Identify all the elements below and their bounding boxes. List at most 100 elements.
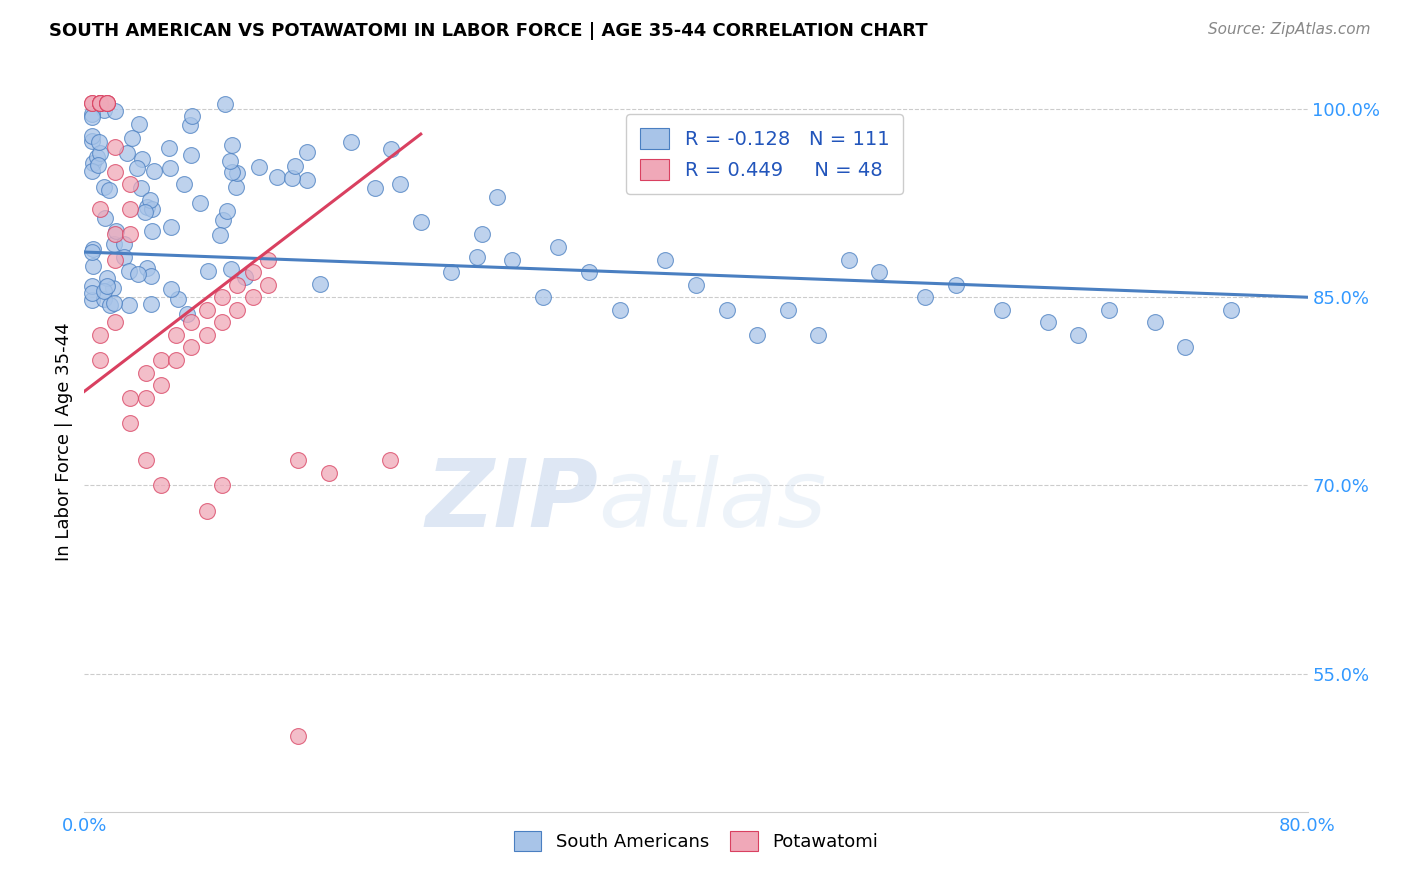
Point bbox=[120, 391, 142, 405]
Point bbox=[80, 110, 103, 124]
Point bbox=[104, 139, 127, 153]
Point bbox=[139, 297, 162, 311]
Point bbox=[129, 180, 152, 194]
Text: atlas: atlas bbox=[598, 455, 827, 546]
Point bbox=[143, 163, 166, 178]
Point bbox=[135, 391, 157, 405]
Point bbox=[104, 252, 127, 267]
Point bbox=[80, 279, 103, 293]
Point bbox=[219, 261, 242, 276]
Point bbox=[159, 161, 181, 175]
Point bbox=[93, 103, 115, 118]
Point bbox=[89, 95, 111, 110]
Point bbox=[531, 290, 554, 304]
Point bbox=[308, 277, 330, 291]
Point bbox=[134, 205, 156, 219]
Point bbox=[80, 95, 103, 110]
Point bbox=[188, 195, 211, 210]
Point bbox=[195, 503, 218, 517]
Point bbox=[89, 327, 111, 342]
Point bbox=[89, 95, 111, 110]
Point bbox=[121, 130, 143, 145]
Point bbox=[176, 307, 198, 321]
Point bbox=[149, 378, 172, 392]
Point bbox=[195, 302, 218, 317]
Point bbox=[98, 298, 121, 312]
Point bbox=[86, 150, 108, 164]
Point bbox=[89, 202, 111, 217]
Point bbox=[115, 146, 138, 161]
Point bbox=[295, 173, 318, 187]
Point bbox=[93, 292, 115, 306]
Point bbox=[471, 227, 494, 242]
Point bbox=[440, 265, 463, 279]
Point bbox=[89, 145, 111, 160]
Point bbox=[242, 265, 264, 279]
Point bbox=[578, 265, 600, 279]
Point bbox=[89, 353, 111, 368]
Point bbox=[212, 213, 235, 227]
Point bbox=[180, 148, 202, 162]
Point bbox=[112, 237, 135, 252]
Point bbox=[257, 277, 280, 292]
Point bbox=[127, 267, 149, 281]
Point bbox=[363, 181, 385, 195]
Point bbox=[89, 95, 111, 110]
Point bbox=[380, 453, 402, 467]
Point bbox=[295, 145, 318, 159]
Point bbox=[103, 296, 125, 310]
Point bbox=[104, 224, 127, 238]
Point bbox=[609, 302, 631, 317]
Point bbox=[96, 279, 118, 293]
Point bbox=[1036, 315, 1059, 329]
Point bbox=[135, 366, 157, 380]
Point bbox=[218, 154, 240, 169]
Point bbox=[465, 250, 488, 264]
Point bbox=[104, 103, 127, 118]
Point bbox=[340, 136, 363, 150]
Point bbox=[80, 107, 103, 121]
Point bbox=[502, 252, 524, 267]
Point bbox=[82, 243, 104, 257]
Point bbox=[547, 240, 569, 254]
Point bbox=[159, 140, 181, 154]
Point bbox=[211, 478, 233, 492]
Point bbox=[318, 466, 340, 480]
Point bbox=[380, 142, 402, 156]
Point bbox=[149, 353, 172, 368]
Point bbox=[135, 453, 157, 467]
Point bbox=[225, 179, 247, 194]
Point bbox=[131, 152, 153, 166]
Point bbox=[914, 290, 936, 304]
Point bbox=[179, 118, 201, 132]
Point bbox=[221, 165, 243, 179]
Point bbox=[388, 177, 411, 191]
Point bbox=[104, 165, 127, 179]
Point bbox=[654, 252, 676, 267]
Point bbox=[486, 190, 509, 204]
Point bbox=[96, 95, 118, 110]
Point bbox=[211, 315, 233, 329]
Point bbox=[233, 269, 256, 284]
Point bbox=[284, 159, 307, 173]
Text: SOUTH AMERICAN VS POTAWATOMI IN LABOR FORCE | AGE 35-44 CORRELATION CHART: SOUTH AMERICAN VS POTAWATOMI IN LABOR FO… bbox=[49, 22, 928, 40]
Point bbox=[97, 183, 120, 197]
Point bbox=[96, 95, 118, 110]
Point bbox=[257, 252, 280, 267]
Point bbox=[80, 293, 103, 307]
Point bbox=[96, 95, 118, 110]
Point bbox=[103, 237, 125, 252]
Point bbox=[159, 281, 181, 295]
Point bbox=[82, 156, 104, 170]
Point bbox=[93, 180, 115, 194]
Point bbox=[112, 250, 135, 264]
Point bbox=[838, 252, 860, 267]
Point bbox=[127, 161, 149, 175]
Point bbox=[89, 95, 111, 110]
Point bbox=[221, 138, 243, 153]
Y-axis label: In Labor Force | Age 35-44: In Labor Force | Age 35-44 bbox=[55, 322, 73, 561]
Point bbox=[120, 227, 142, 242]
Point bbox=[281, 170, 304, 185]
Point bbox=[87, 136, 110, 150]
Point bbox=[80, 164, 103, 178]
